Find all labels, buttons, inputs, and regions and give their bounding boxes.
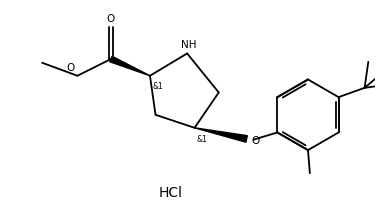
Text: &1: &1	[152, 83, 163, 91]
Text: HCl: HCl	[158, 186, 183, 200]
Text: O: O	[66, 63, 74, 73]
Polygon shape	[110, 56, 150, 76]
Polygon shape	[195, 128, 247, 142]
Text: O: O	[107, 14, 115, 24]
Text: NH: NH	[181, 40, 196, 50]
Text: O: O	[251, 136, 259, 146]
Text: &1: &1	[196, 135, 207, 144]
